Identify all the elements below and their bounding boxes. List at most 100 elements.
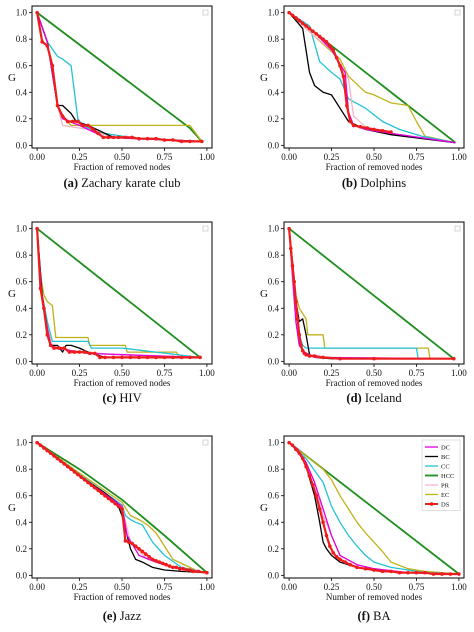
x-tick-label: 0.50 [114,152,130,162]
series-group [35,440,209,575]
point-ds [96,131,101,136]
x-tick-label: 1.00 [451,152,467,162]
point-ds [188,355,192,360]
point-ds [292,279,296,284]
legend-marker [429,502,434,506]
point-ds [137,355,141,360]
point-ds [48,451,53,456]
point-ds [343,560,347,564]
panel-e: 0.00 0.25 0.50 0.75 1.00 0.0 0.2 0.4 0.6 0.8 1.0 Fr… [8,435,215,623]
x-tick-label: 0.75 [409,368,425,378]
point-ds [287,10,291,15]
y-tick-label: 0.6 [16,277,28,287]
point-ds [414,570,419,575]
x-axis-label: Fraction of removed nodes [74,592,171,602]
point-ds [321,520,325,525]
point-ds [331,550,336,555]
x-tick-label: 0.75 [157,152,173,162]
point-ds [406,570,410,575]
point-ds [120,507,124,511]
point-ds [162,355,167,360]
panel-caption: (c) HIV [102,391,141,405]
point-ds [98,355,102,360]
point-ds [304,464,308,469]
point-ds [137,547,141,551]
x-tick-label: 0.75 [157,582,173,592]
point-ds [86,123,90,128]
point-ds [91,127,95,132]
series-line-hcc [288,227,455,360]
point-ds [380,128,385,133]
point-ds [196,569,201,574]
y-axis-label: G [260,288,268,300]
point-ds [55,103,60,108]
point-ds [60,114,65,118]
x-tick-label: 0.25 [324,368,340,378]
x-tick-label: 0.50 [366,582,382,592]
point-ds [397,570,402,575]
point-ds [448,572,453,576]
point-ds [179,139,184,144]
point-ds [70,119,75,124]
y-tick-label: 0.2 [16,114,27,124]
y-tick-label: 0.4 [16,303,28,313]
point-ds [304,352,308,357]
point-ds [45,333,50,337]
point-ds [48,343,53,348]
point-ds [295,317,300,321]
point-ds [35,226,39,231]
point-ds [198,355,202,360]
point-ds [137,136,141,141]
point-ds [133,544,138,548]
legend-label: HCC [441,473,454,480]
point-ds [57,346,61,350]
empty-legend-box [202,439,209,446]
x-axis-label: Fraction of removed nodes [74,378,171,388]
panel-caption: (d) Iceland [346,391,402,405]
point-ds [38,286,43,291]
point-ds [81,123,85,128]
point-ds [106,135,111,140]
point-ds [294,299,298,304]
point-ds [69,467,73,471]
point-ds [317,34,322,39]
y-tick-label: 0.8 [268,250,280,260]
point-ds [76,119,80,124]
point-ds [59,459,63,464]
point-ds [307,354,312,358]
y-tick-label: 1.0 [268,438,280,448]
point-ds [86,480,90,485]
x-tick-label: 0.50 [366,368,382,378]
point-ds [431,572,436,576]
empty-legend-box [202,225,209,232]
point-ds [299,343,303,348]
point-ds [62,346,67,350]
point-ds [171,138,175,142]
point-ds [145,355,150,360]
plot-frame [31,221,213,365]
point-ds [120,355,124,360]
point-ds [324,533,329,538]
x-tick-label: 0.75 [157,368,173,378]
point-ds [328,44,332,48]
y-tick-label: 0.0 [16,356,28,366]
point-ds [290,263,295,268]
x-tick-label: 0.00 [29,152,45,162]
point-ds [65,119,70,124]
point-ds [45,44,50,48]
x-tick-label: 0.00 [29,582,45,592]
y-tick-label: 0.6 [16,491,28,501]
series-line-ec [36,442,207,574]
point-ds [130,541,134,546]
y-tick-label: 0.0 [268,356,280,366]
point-ds [184,568,189,572]
y-tick-label: 0.8 [268,464,280,474]
point-ds [205,570,209,575]
y-tick-label: 0.0 [268,570,280,580]
y-axis-label: G [260,72,268,84]
point-ds [300,456,305,461]
point-ds [200,139,204,144]
point-ds [351,123,356,128]
point-ds [65,464,70,469]
y-tick-label: 0.6 [268,491,280,501]
